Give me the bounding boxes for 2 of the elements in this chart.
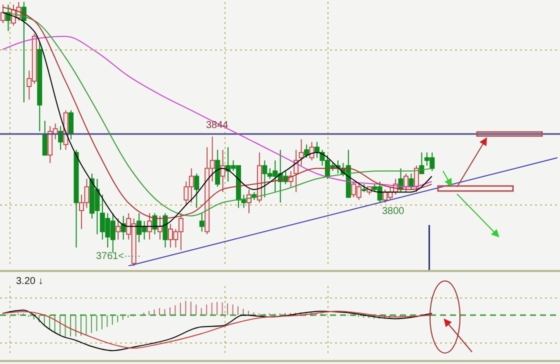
text: 3.20 ↓ (16, 276, 44, 287)
annotation: 3800 (382, 206, 404, 217)
